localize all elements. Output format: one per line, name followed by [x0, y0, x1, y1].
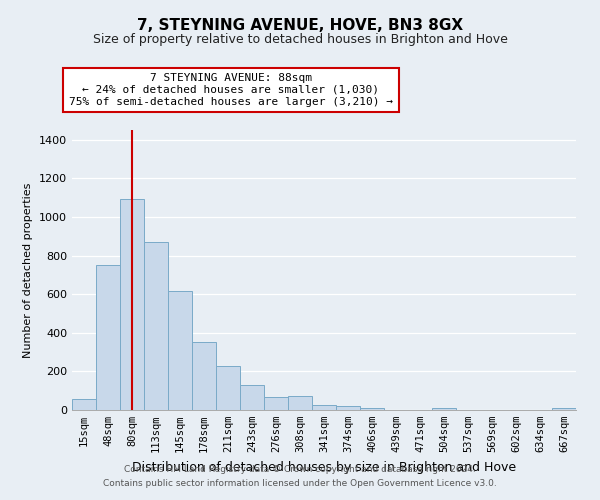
Bar: [312, 405, 336, 410]
Text: 7 STEYNING AVENUE: 88sqm
← 24% of detached houses are smaller (1,030)
75% of sem: 7 STEYNING AVENUE: 88sqm ← 24% of detach…: [69, 74, 393, 106]
Bar: [240, 384, 264, 410]
Bar: [360, 408, 384, 410]
Bar: [432, 408, 456, 410]
Bar: [264, 398, 288, 410]
Bar: [336, 406, 360, 410]
Y-axis label: Number of detached properties: Number of detached properties: [23, 182, 34, 358]
Bar: [72, 400, 96, 410]
Text: Size of property relative to detached houses in Brighton and Hove: Size of property relative to detached ho…: [92, 32, 508, 46]
Bar: [288, 396, 312, 410]
Bar: [144, 242, 168, 410]
Bar: [168, 291, 192, 410]
Text: 7, STEYNING AVENUE, HOVE, BN3 8GX: 7, STEYNING AVENUE, HOVE, BN3 8GX: [137, 18, 463, 32]
Bar: [96, 265, 120, 410]
Bar: [192, 342, 216, 410]
Bar: [216, 366, 240, 410]
Bar: [120, 198, 144, 410]
X-axis label: Distribution of detached houses by size in Brighton and Hove: Distribution of detached houses by size …: [132, 460, 516, 473]
Text: Contains HM Land Registry data © Crown copyright and database right 2024.
Contai: Contains HM Land Registry data © Crown c…: [103, 466, 497, 487]
Bar: [552, 408, 576, 410]
